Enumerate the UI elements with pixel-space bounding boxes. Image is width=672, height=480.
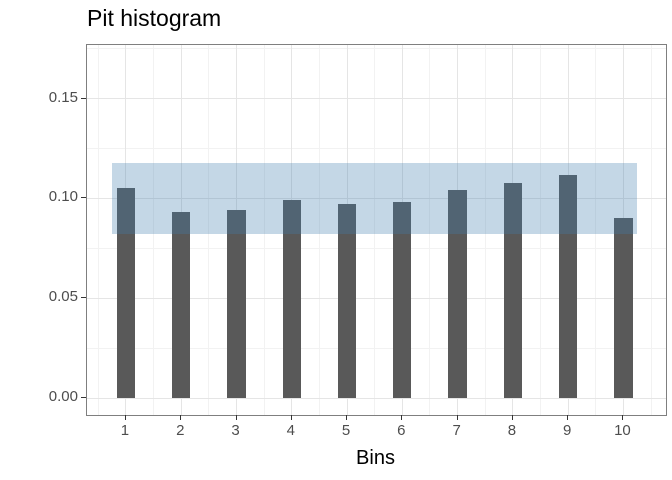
gridline-x-minor [263, 45, 265, 415]
histogram-bar-5 [337, 204, 357, 399]
y-tick-label: 0.15 [48, 88, 78, 106]
histogram-bar-8 [503, 182, 522, 399]
histogram-bar-9 [559, 174, 578, 399]
x-tick-mark [511, 415, 513, 420]
gridline-x-minor [429, 45, 431, 415]
x-tick-label: 4 [286, 422, 295, 439]
plot-panel [86, 44, 667, 416]
gridline-x-minor [595, 45, 597, 415]
x-tick-label: 2 [176, 422, 185, 439]
x-tick-label: 5 [341, 422, 351, 439]
gridline-y-major [87, 397, 666, 399]
gridline-x-minor [97, 45, 99, 415]
gridline-x-minor [540, 45, 542, 415]
gridline-x-minor [153, 45, 155, 415]
x-tick-label: 3 [231, 422, 240, 439]
plot-area [87, 45, 666, 415]
x-tick-label: 10 [614, 422, 631, 439]
x-tick-label: 9 [562, 422, 572, 439]
x-tick-mark [622, 415, 624, 420]
histogram-bar-2 [172, 212, 191, 399]
gridline-x-minor [650, 45, 652, 415]
y-tick-label: 0.05 [48, 288, 78, 306]
x-tick-label: 8 [507, 422, 517, 439]
histogram-bar-1 [116, 188, 136, 399]
gridline-y-minor [87, 48, 666, 50]
histogram-bar-6 [393, 202, 412, 399]
x-axis-title: Bins [356, 447, 395, 469]
y-tick-mark [81, 297, 86, 299]
x-tick-label: 7 [452, 422, 461, 439]
gridline-y-major [87, 98, 666, 100]
gridline-y-major [87, 297, 666, 299]
y-tick-label: 0.10 [48, 188, 78, 206]
gridline-y-minor [87, 148, 666, 150]
x-tick-mark [567, 415, 569, 420]
gridline-x-minor [484, 45, 486, 415]
y-tick-mark [81, 397, 86, 399]
x-tick-mark [124, 415, 126, 420]
x-tick-mark [290, 415, 292, 420]
gridline-y-minor [87, 347, 666, 349]
histogram-bar-10 [614, 218, 633, 399]
x-tick-mark [401, 415, 403, 420]
histogram-bar-4 [282, 200, 301, 399]
x-tick-mark [180, 415, 182, 420]
x-tick-label: 6 [397, 422, 406, 439]
x-tick-mark [456, 415, 458, 420]
gridline-x-minor [374, 45, 376, 415]
y-tick-mark [81, 197, 86, 199]
histogram-bar-7 [448, 190, 467, 399]
confidence-band [112, 162, 638, 235]
y-tick-mark [81, 97, 86, 99]
y-tick-label: 0.00 [48, 388, 78, 406]
gridline-y-minor [87, 247, 666, 249]
histogram-bar-3 [227, 210, 246, 399]
gridline-y-major [87, 197, 666, 199]
chart-title: Pit histogram [87, 5, 222, 31]
x-tick-mark [235, 415, 237, 420]
gridline-x-minor [318, 45, 320, 415]
x-tick-label: 1 [120, 422, 130, 439]
gridline-x-minor [208, 45, 210, 415]
x-tick-mark [346, 415, 348, 420]
